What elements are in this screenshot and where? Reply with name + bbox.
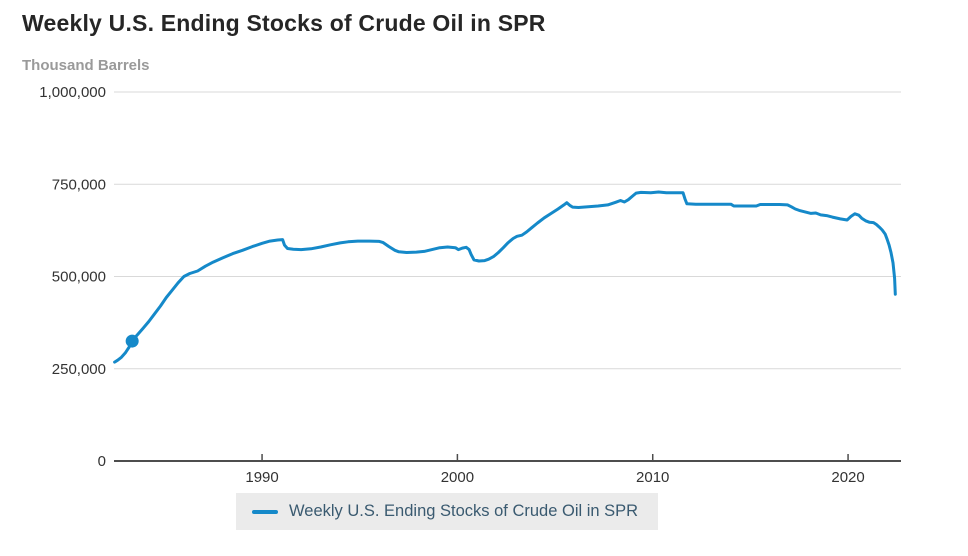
y-tick-label: 0 <box>98 453 106 470</box>
y-tick-label: 1,000,000 <box>39 84 106 101</box>
legend[interactable]: Weekly U.S. Ending Stocks of Crude Oil i… <box>236 493 659 530</box>
y-tick-label: 250,000 <box>52 361 106 378</box>
x-tick-label: 2020 <box>831 469 864 486</box>
highlighted-data-point-marker[interactable] <box>125 334 139 348</box>
series-line[interactable] <box>113 190 897 364</box>
x-tick-label: 2000 <box>441 469 474 486</box>
chart-title: Weekly U.S. Ending Stocks of Crude Oil i… <box>22 10 546 36</box>
x-tick-label: 1990 <box>245 469 278 486</box>
legend-line-swatch <box>252 509 278 514</box>
y-axis-unit-label: Thousand Barrels <box>22 57 150 74</box>
y-tick-label: 500,000 <box>52 269 106 286</box>
legend-series-label: Weekly U.S. Ending Stocks of Crude Oil i… <box>289 502 639 520</box>
x-tick-label: 2010 <box>636 469 669 486</box>
y-tick-label: 750,000 <box>52 176 106 193</box>
